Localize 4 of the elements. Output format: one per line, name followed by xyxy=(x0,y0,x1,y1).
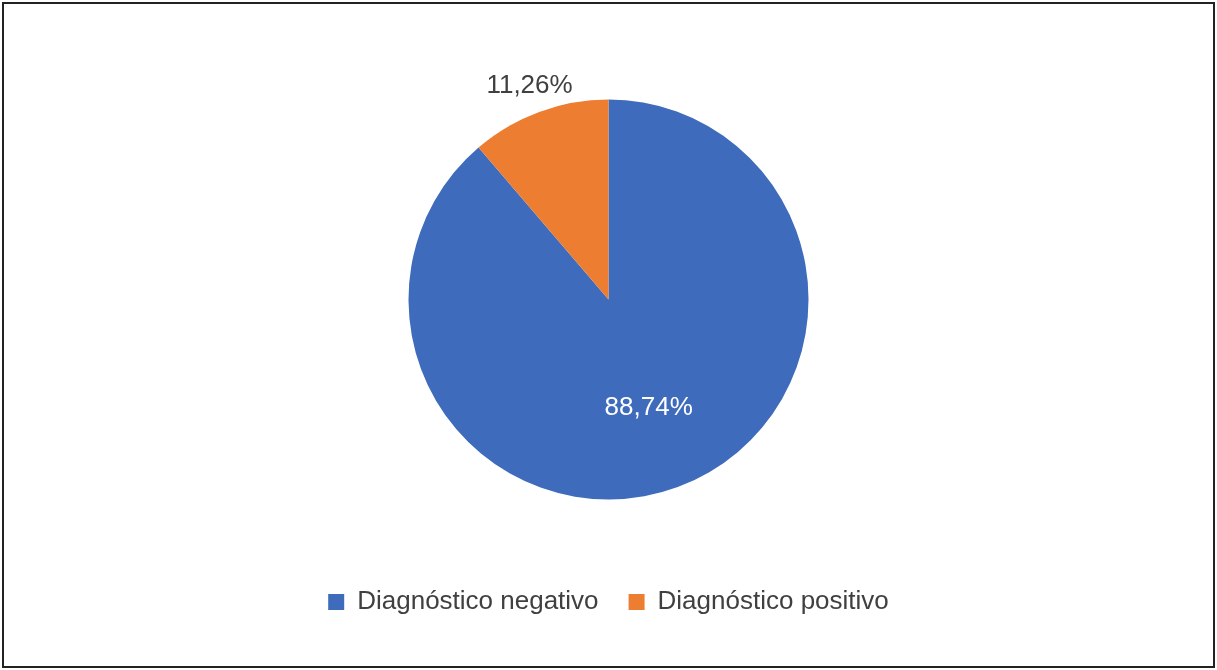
data-label: 88,74% xyxy=(604,391,693,422)
data-label: 11,26% xyxy=(486,68,573,99)
legend-label: Diagnóstico negativo xyxy=(357,585,599,616)
legend-label: Diagnóstico positivo xyxy=(657,585,889,616)
